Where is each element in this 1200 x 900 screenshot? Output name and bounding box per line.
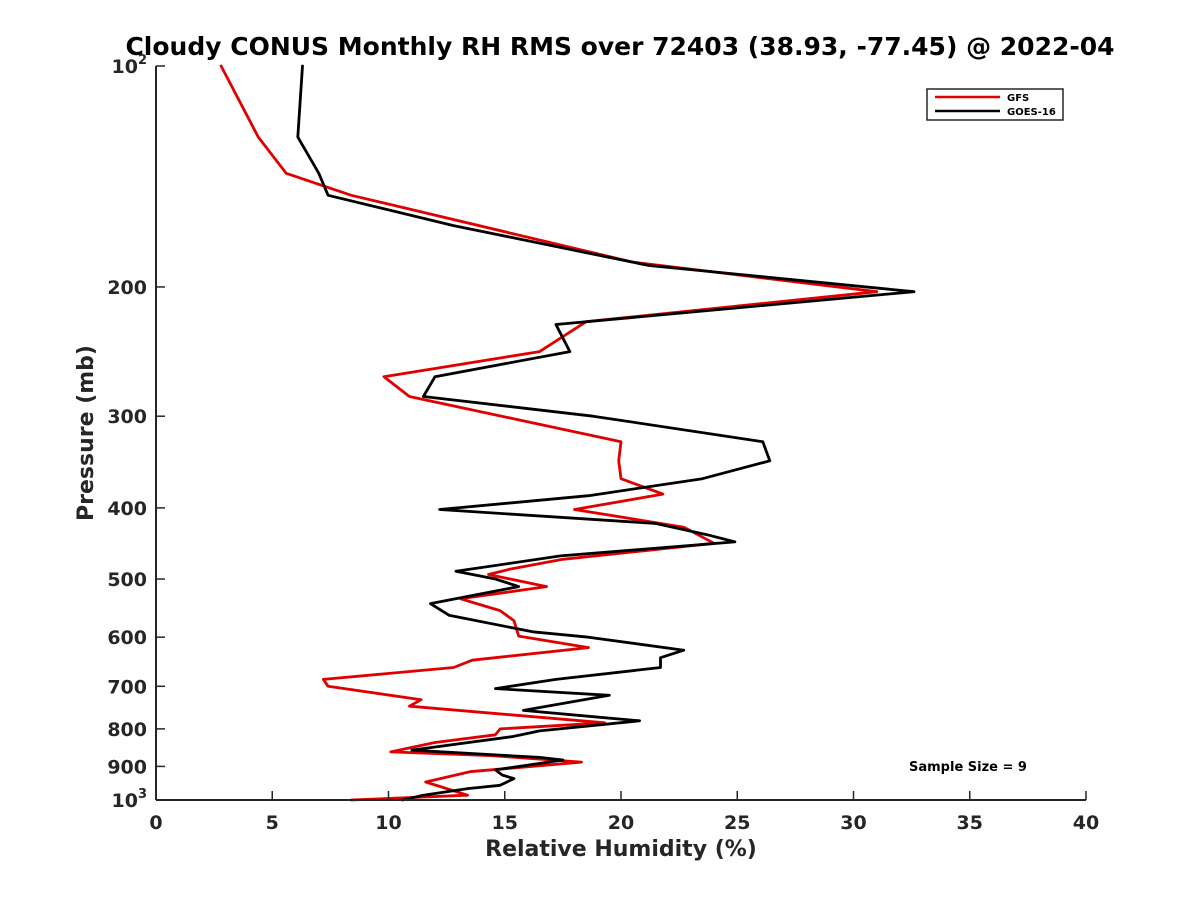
x-tick-label: 0 (149, 812, 162, 834)
x-tick-label: 30 (840, 812, 866, 834)
series-layer (219, 64, 916, 802)
y-tick-label: 900 (107, 756, 147, 778)
x-tick-label: 35 (957, 812, 983, 834)
x-tick-label: 20 (608, 812, 634, 834)
chart-title: Cloudy CONUS Monthly RH RMS over 72403 (… (125, 32, 1114, 61)
y-tick-label: 500 (107, 569, 147, 591)
y-tick-label: 700 (107, 676, 147, 698)
y-axis-label: Pressure (mb) (74, 345, 99, 521)
x-tick-label: 40 (1073, 812, 1099, 834)
x-tick-label: 5 (266, 812, 279, 834)
legend-box (926, 88, 1064, 121)
y-tick-label: 200 (107, 277, 147, 299)
y-tick-label: 300 (107, 406, 147, 428)
legend-label-gfs: GFS (1007, 93, 1029, 104)
x-axis-ticks: 0 5 10 15 20 25 30 35 40 (149, 791, 1099, 834)
y-tick-label: 400 (107, 498, 147, 520)
legend-label-goes16: GOES-16 (1007, 107, 1056, 118)
y-tick-label: 800 (107, 719, 147, 741)
series-line-goes16 (296, 64, 916, 802)
y-axis-ticks: 102 200 300 400 500 600 700 800 900 103 (107, 53, 165, 812)
legend: GFS GOES-16 (926, 88, 1064, 121)
x-tick-label: 15 (492, 812, 518, 834)
y-tick-label: 102 (112, 53, 148, 78)
sample-size-annotation: Sample Size = 9 (909, 760, 1027, 775)
x-tick-label: 25 (724, 812, 750, 834)
y-tick-label: 103 (112, 787, 148, 812)
x-axis-label: Relative Humidity (%) (485, 837, 757, 862)
x-tick-label: 10 (375, 812, 401, 834)
y-tick-label: 600 (107, 627, 147, 649)
